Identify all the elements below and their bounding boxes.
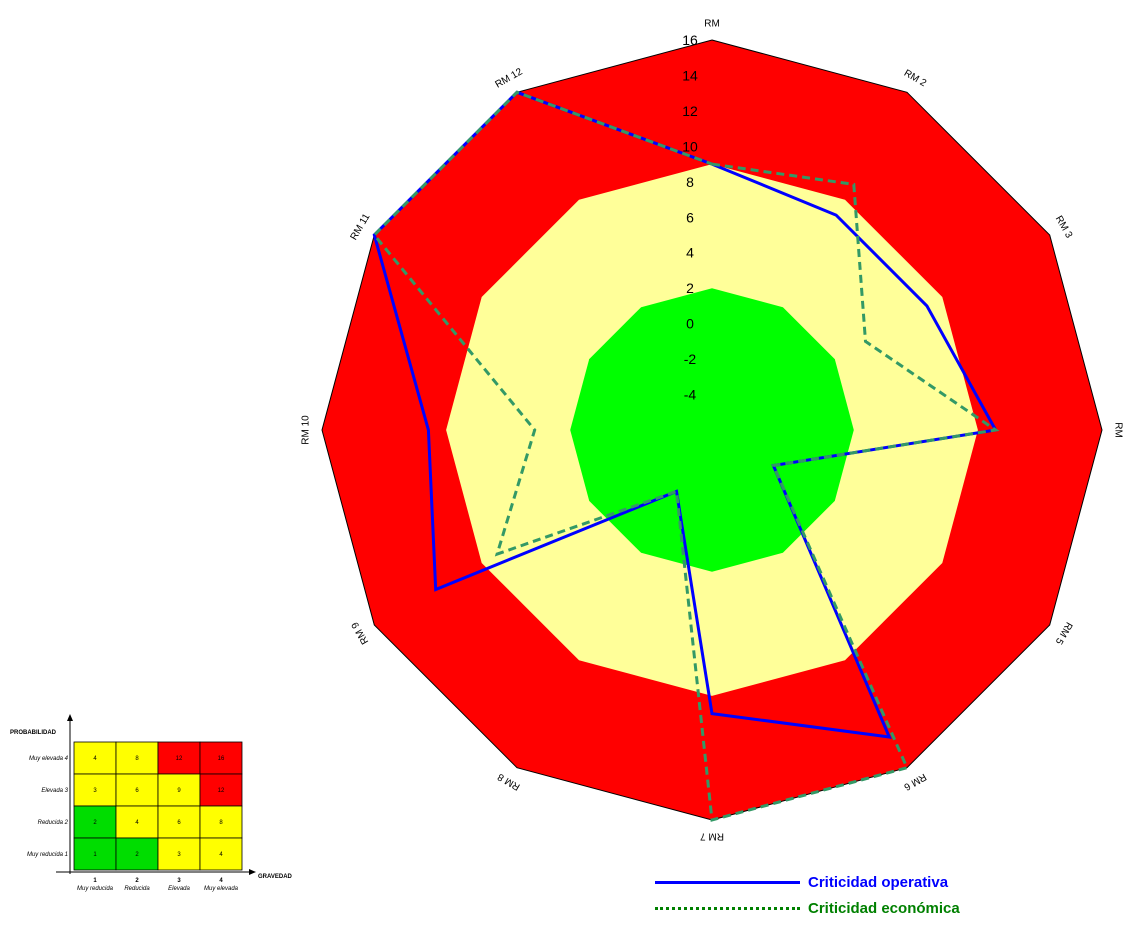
legend-item-operativa: Criticidad operativa xyxy=(655,872,948,892)
matrix-cell xyxy=(73,741,117,775)
matrix-cell-value: 1 xyxy=(93,852,97,858)
x-axis-arrow xyxy=(249,869,256,875)
r-tick-label: 14 xyxy=(682,67,698,83)
category-label: RM 11 xyxy=(349,212,373,243)
matrix-cell-value: 6 xyxy=(135,788,139,794)
matrix-cell-value: 2 xyxy=(93,820,97,826)
matrix-cell-value: 9 xyxy=(177,788,181,794)
r-tick-label: 6 xyxy=(686,209,694,225)
matrix-cell xyxy=(157,805,201,839)
chart-legend: Criticidad operativa Criticidad económic… xyxy=(655,868,1035,928)
r-tick-label: 4 xyxy=(686,245,694,261)
matrix-cell-value: 12 xyxy=(176,756,183,762)
matrix-col-num: 3 xyxy=(177,878,181,884)
series-line-2 xyxy=(372,90,1000,822)
matrix-col-label: Muy reducida xyxy=(77,886,114,892)
category-label: RM 6 xyxy=(901,771,928,793)
category-label: RM 7 xyxy=(700,830,724,841)
category-label: RM 10 xyxy=(301,415,312,445)
matrix-cell-value: 4 xyxy=(219,852,223,858)
r-tick-label: 0 xyxy=(686,316,694,332)
matrix-cell xyxy=(73,805,117,839)
matrix-cell-value: 3 xyxy=(93,788,97,794)
matrix-col-num: 4 xyxy=(219,878,223,884)
r-tick-label: 8 xyxy=(686,174,694,190)
matrix-col-label: Reducida xyxy=(124,886,150,892)
matrix-cell-value: 8 xyxy=(219,820,223,826)
matrix-col-num: 1 xyxy=(93,878,97,884)
matrix-cell-value: 16 xyxy=(218,756,225,762)
matrix-cell-value: 4 xyxy=(93,756,97,762)
matrix-row-label: Muy reducida 1 xyxy=(27,852,68,858)
r-tick-label: -2 xyxy=(684,351,697,367)
matrix-cell-value: 4 xyxy=(135,820,139,826)
r-tick-label: 16 xyxy=(682,32,698,48)
matrix-cell xyxy=(199,741,243,775)
legend-swatch-economica xyxy=(655,906,800,910)
matrix-cell xyxy=(73,837,117,871)
category-label: RM 12 xyxy=(494,66,525,90)
legend-label-operativa: Criticidad operativa xyxy=(808,873,949,891)
matrix-y-title: PROBABILIDAD xyxy=(10,730,57,736)
legend-item-economica: Criticidad económica xyxy=(655,898,960,918)
category-label: RM xyxy=(1112,422,1123,438)
matrix-cell-value: 2 xyxy=(135,852,139,858)
matrix-cell xyxy=(157,837,201,871)
r-tick-label: 12 xyxy=(682,103,698,119)
matrix-cell xyxy=(115,805,159,839)
matrix-row-label: Reducida 2 xyxy=(38,820,69,826)
matrix-cell xyxy=(199,773,243,807)
matrix-x-title: GRAVEDAD xyxy=(258,874,293,880)
category-label: RM 3 xyxy=(1053,214,1075,241)
matrix-cell xyxy=(199,837,243,871)
r-tick-label: 10 xyxy=(682,138,698,154)
matrix-row-label: Muy elevada 4 xyxy=(29,756,69,762)
matrix-cell xyxy=(199,805,243,839)
radar-chart: 16 14 12 10 8 6 4 2 0 -2 -4 RM RM 2 RM 3 RM RM 5 RM 6 RM … xyxy=(301,19,1124,842)
matrix-col-label: Elevada xyxy=(168,886,190,892)
matrix-col-num: 2 xyxy=(135,878,139,884)
legend-swatch-operativa xyxy=(655,880,800,884)
category-label: RM xyxy=(704,19,720,30)
category-label: RM 9 xyxy=(350,619,372,646)
matrix-row-label: Elevada 3 xyxy=(41,788,68,794)
category-label: RM 8 xyxy=(496,771,523,793)
category-label: RM 2 xyxy=(902,68,929,90)
y-axis-arrow xyxy=(67,714,73,721)
legend-label-economica: Criticidad económica xyxy=(808,899,960,917)
series-line-1 xyxy=(372,90,998,739)
zone-bajo xyxy=(570,288,854,572)
matrix-cell xyxy=(115,837,159,871)
matrix-cell-value: 3 xyxy=(177,852,181,858)
r-tick-label: -4 xyxy=(684,387,697,403)
matrix-col-label: Muy elevada xyxy=(204,886,239,892)
category-label: RM 5 xyxy=(1053,620,1075,647)
matrix-cell-value: 12 xyxy=(218,788,225,794)
matrix-cell-value: 6 xyxy=(177,820,181,826)
matrix-cell-value: 8 xyxy=(135,756,139,762)
r-tick-label: 2 xyxy=(686,280,694,296)
